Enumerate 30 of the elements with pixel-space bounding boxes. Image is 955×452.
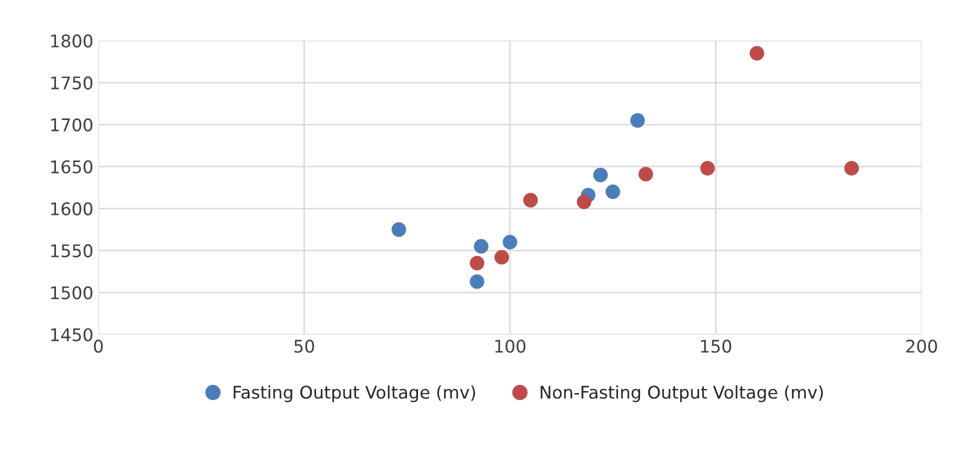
x-tick-label: 150 (701, 340, 732, 353)
y-tick-label: 1700 (51, 118, 92, 132)
point (470, 256, 484, 270)
point (474, 239, 488, 254)
point (392, 222, 406, 237)
point (494, 250, 510, 265)
y-tick-label: 1550 (51, 244, 92, 258)
x-tick-label: 50 (294, 340, 314, 353)
y-tick-label: 1450 (51, 328, 92, 342)
point (470, 274, 484, 289)
point (630, 113, 645, 128)
point (593, 168, 608, 182)
y-tick-label: 1750 (51, 76, 92, 90)
y-tick-label: 1650 (51, 160, 92, 174)
point (606, 184, 620, 200)
x-tick-label: 200 (906, 340, 937, 353)
point (750, 46, 764, 61)
point (576, 194, 592, 210)
y-tick-label: 1600 (51, 202, 92, 216)
x-tick-label: 0 (94, 340, 103, 353)
legend-label: Fasting Output Voltage (mv) (234, 385, 476, 402)
legend-label: Non-Fasting Output Voltage (mv) (540, 385, 823, 402)
point (638, 166, 654, 182)
x-tick-label: 100 (495, 340, 526, 353)
point (523, 192, 538, 208)
point (700, 160, 715, 176)
point (844, 160, 859, 176)
point (502, 234, 518, 250)
y-tick-label: 1500 (51, 286, 92, 300)
y-tick-label: 1800 (51, 34, 92, 48)
